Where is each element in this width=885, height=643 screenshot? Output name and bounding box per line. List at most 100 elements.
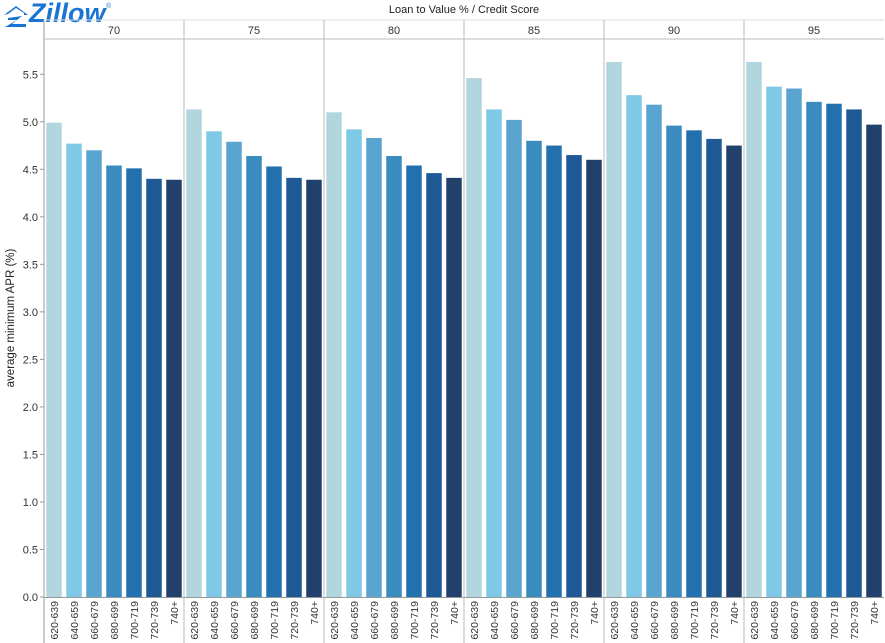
x-category-label: 680-699: [529, 601, 541, 640]
bar: [186, 109, 202, 597]
x-category-label: 620-639: [49, 601, 61, 640]
x-category-label: 620-639: [469, 601, 481, 640]
bar: [66, 143, 82, 597]
panel-title-ltv: 90: [668, 25, 680, 37]
x-category-label: 700-719: [689, 601, 701, 640]
bar: [866, 124, 882, 597]
bar: [646, 104, 662, 597]
x-category-label: 620-639: [749, 601, 761, 640]
bar: [806, 101, 822, 598]
x-category-label: 740+: [869, 601, 881, 625]
bar: [486, 109, 502, 597]
panel-title-ltv: 85: [528, 25, 540, 37]
bar: [406, 165, 422, 597]
x-category-label: 660-679: [789, 601, 801, 640]
bar: [226, 141, 242, 597]
bar: [166, 179, 182, 597]
x-category-label: 640-659: [769, 601, 781, 640]
bar: [386, 156, 402, 597]
bar: [766, 86, 782, 597]
x-category-label: 740+: [589, 601, 601, 625]
bar: [206, 131, 222, 598]
x-category-label: 640-659: [349, 601, 361, 640]
x-category-label: 660-679: [509, 601, 521, 640]
x-category-label: 720-739: [149, 601, 161, 640]
x-category-label: 720-739: [429, 601, 441, 640]
y-tick-label: 2.0: [23, 402, 38, 414]
bar: [446, 177, 462, 597]
x-category-label: 720-739: [709, 601, 721, 640]
panel-title-ltv: 75: [248, 25, 260, 37]
x-category-label: 700-719: [129, 601, 141, 640]
x-category-label: 640-659: [489, 601, 501, 640]
x-category-label: 680-699: [249, 601, 261, 640]
x-category-label: 680-699: [809, 601, 821, 640]
x-category-label: 700-719: [829, 601, 841, 640]
chart-super-title: Loan to Value % / Credit Score: [389, 4, 539, 16]
y-tick-label: 2.5: [23, 354, 38, 366]
x-category-label: 640-659: [69, 601, 81, 640]
bar: [266, 166, 282, 597]
x-category-label: 620-639: [609, 601, 621, 640]
bar: [826, 103, 842, 597]
y-tick-label: 5.0: [23, 117, 38, 129]
bar: [366, 137, 382, 597]
y-tick-label: 5.5: [23, 69, 38, 81]
bar: [246, 156, 262, 597]
y-tick-label: 1.5: [23, 449, 38, 461]
bar: [586, 159, 602, 598]
bar: [466, 78, 482, 598]
y-tick-label: 0.0: [23, 592, 38, 604]
y-axis-label: average minimum APR (%): [5, 248, 17, 387]
registered-mark: ®: [106, 2, 112, 10]
x-category-label: 640-659: [629, 601, 641, 640]
bar: [326, 112, 342, 598]
x-category-label: 660-679: [369, 601, 381, 640]
x-category-label: 680-699: [109, 601, 121, 640]
x-category-label: 660-679: [229, 601, 241, 640]
y-tick-label: 4.5: [23, 164, 38, 176]
bar: [526, 140, 542, 598]
bar: [286, 177, 302, 597]
bar: [426, 173, 442, 597]
y-tick-label: 3.5: [23, 259, 38, 271]
y-tick-label: 1.0: [23, 497, 38, 509]
bar: [666, 125, 682, 597]
axes-layer: [40, 19, 884, 643]
bar: [86, 150, 102, 598]
bar: [146, 178, 162, 598]
x-category-label: 700-719: [549, 601, 561, 640]
x-category-label: 700-719: [269, 601, 281, 640]
bar: [546, 145, 562, 598]
x-category-label: 720-739: [289, 601, 301, 640]
bar: [706, 138, 722, 597]
x-category-label: 740+: [729, 601, 741, 625]
panel-title-ltv: 80: [388, 25, 400, 37]
y-tick-label: 3.0: [23, 307, 38, 319]
x-category-label: 660-679: [649, 601, 661, 640]
x-category-label: 720-739: [569, 601, 581, 640]
zillow-logo-text: Zillow: [28, 0, 107, 28]
x-category-label: 640-659: [209, 601, 221, 640]
zillow-logo: Zillow ®: [4, 0, 112, 28]
panel-title-ltv: 70: [108, 25, 120, 37]
bar: [306, 179, 322, 597]
x-category-label: 740+: [309, 601, 321, 625]
x-category-label: 620-639: [329, 601, 341, 640]
bar: [46, 122, 62, 597]
x-category-label: 720-739: [849, 601, 861, 640]
bar: [786, 88, 802, 598]
y-tick-label: 4.0: [23, 212, 38, 224]
bar: [846, 109, 862, 597]
zillow-logo-icon: [4, 6, 28, 27]
x-category-label: 680-699: [669, 601, 681, 640]
y-tick-label: 0.5: [23, 544, 38, 556]
bar: [686, 130, 702, 598]
bar: [346, 129, 362, 597]
bar: [506, 119, 522, 597]
labels-layer: 0.0 0.5 1.0 1.5 2.0 2.5 3.0 3.5 4.0 4.5 5.0 5.5 70 62…: [23, 25, 881, 640]
bar: [106, 165, 122, 597]
x-category-label: 740+: [449, 601, 461, 625]
x-category-label: 700-719: [409, 601, 421, 640]
